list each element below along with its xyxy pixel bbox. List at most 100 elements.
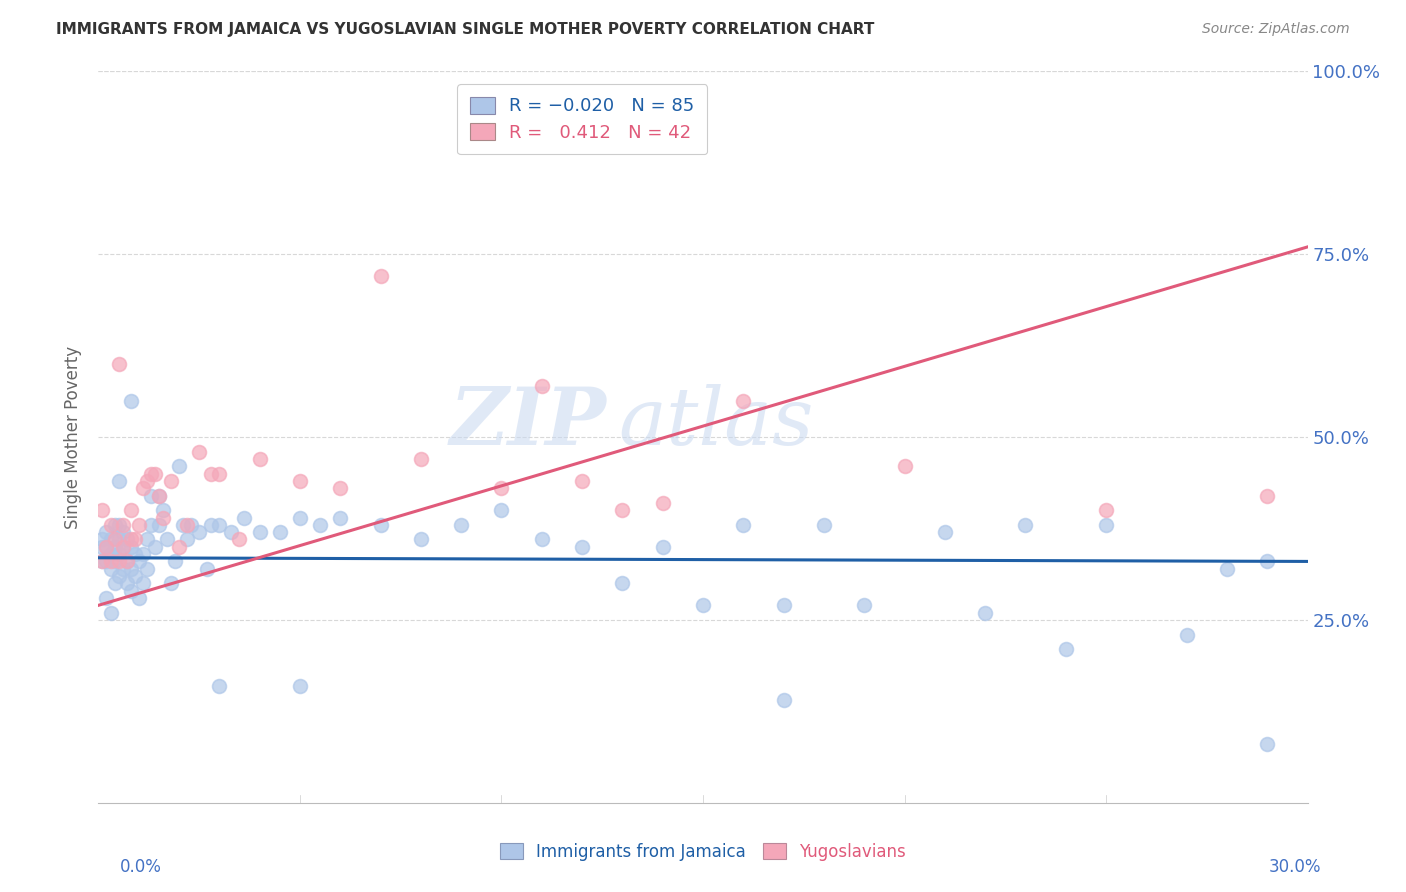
Point [232, 510, 254, 524]
Point [91, 503, 114, 517]
Point [107, 533, 129, 547]
Point [111, 540, 134, 554]
Point [172, 517, 194, 532]
Point [124, 547, 146, 561]
Point [772, 693, 794, 707]
Point [96, 591, 118, 605]
Point [103, 554, 125, 568]
Point [152, 503, 174, 517]
Point [772, 599, 794, 613]
Point [1256, 554, 1278, 568]
Point [329, 481, 352, 495]
Point [1216, 562, 1239, 576]
Point [176, 533, 198, 547]
Point [132, 481, 155, 495]
Point [409, 452, 432, 467]
Point [111, 517, 134, 532]
Point [370, 517, 392, 532]
Point [96, 540, 118, 554]
Point [156, 533, 179, 547]
Point [124, 533, 146, 547]
Point [100, 554, 122, 568]
Point [148, 489, 170, 503]
Point [1256, 489, 1278, 503]
Point [103, 540, 125, 554]
Text: atlas: atlas [619, 384, 814, 461]
Point [1014, 517, 1036, 532]
Point [491, 481, 513, 495]
Point [128, 517, 150, 532]
Point [450, 517, 472, 532]
Point [934, 525, 956, 540]
Point [409, 533, 432, 547]
Point [167, 540, 190, 554]
Y-axis label: Single Mother Poverty: Single Mother Poverty [65, 345, 83, 529]
Point [370, 269, 392, 284]
Point [143, 540, 166, 554]
Point [530, 379, 553, 393]
Point [107, 569, 129, 583]
Point [288, 679, 311, 693]
Point [135, 474, 157, 488]
Point [269, 525, 291, 540]
Point [309, 517, 332, 532]
Point [96, 525, 118, 540]
Point [651, 540, 673, 554]
Point [188, 525, 211, 540]
Point [188, 444, 211, 458]
Point [612, 503, 634, 517]
Point [100, 562, 122, 576]
Point [692, 599, 714, 613]
Point [733, 517, 755, 532]
Point [135, 562, 157, 576]
Point [152, 510, 174, 524]
Point [120, 562, 142, 576]
Point [115, 576, 138, 591]
Point [120, 503, 142, 517]
Point [91, 554, 114, 568]
Point [115, 533, 138, 547]
Point [115, 554, 138, 568]
Point [120, 540, 142, 554]
Point [180, 517, 202, 532]
Point [530, 533, 553, 547]
Point [228, 533, 250, 547]
Point [249, 452, 271, 467]
Point [135, 533, 157, 547]
Point [208, 517, 231, 532]
Point [571, 540, 593, 554]
Point [96, 554, 118, 568]
Point [132, 547, 155, 561]
Point [128, 591, 150, 605]
Point [100, 547, 122, 561]
Point [103, 576, 125, 591]
Point [111, 540, 134, 554]
Point [120, 393, 142, 408]
Point [139, 489, 162, 503]
Point [143, 467, 166, 481]
Point [733, 393, 755, 408]
Point [651, 496, 673, 510]
Point [163, 554, 186, 568]
Point [1175, 627, 1198, 641]
Point [195, 562, 218, 576]
Point [132, 576, 155, 591]
Point [91, 533, 114, 547]
Point [160, 576, 183, 591]
Point [893, 459, 915, 474]
Point [1095, 503, 1118, 517]
Legend: Immigrants from Jamaica, Yugoslavians: Immigrants from Jamaica, Yugoslavians [494, 837, 912, 868]
Point [200, 517, 222, 532]
Point [96, 540, 118, 554]
Point [176, 517, 198, 532]
Point [107, 554, 129, 568]
Point [167, 459, 190, 474]
Point [107, 547, 129, 561]
Point [200, 467, 222, 481]
Point [853, 599, 876, 613]
Point [148, 489, 170, 503]
Point [208, 467, 231, 481]
Point [91, 554, 114, 568]
Point [111, 525, 134, 540]
Point [491, 503, 513, 517]
